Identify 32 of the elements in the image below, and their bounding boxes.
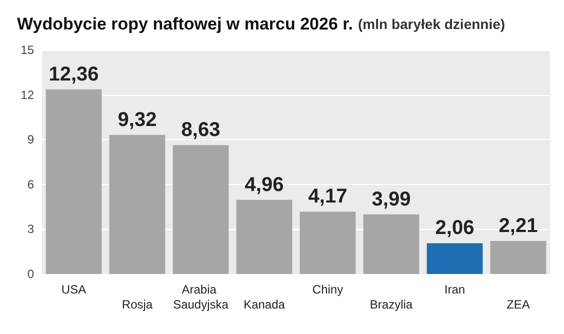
x-tick-label: Chiny — [312, 282, 344, 296]
bar — [426, 243, 483, 274]
data-label: 2,21 — [498, 214, 538, 237]
bar — [236, 200, 292, 274]
data-label: 8,63 — [181, 119, 220, 142]
chart-title: Wydobycie ropy naftowej w marcu 2026 r. — [17, 14, 354, 34]
x-tick-label: ZEA — [506, 298, 530, 312]
data-label: 2,06 — [435, 217, 474, 240]
y-tick-label: 3 — [27, 222, 34, 236]
bar — [300, 212, 356, 274]
data-label: 4,96 — [244, 174, 284, 196]
data-label: 3,99 — [372, 188, 411, 210]
data-label: 4,17 — [308, 186, 348, 208]
bar — [172, 145, 229, 274]
y-tick-label: 0 — [27, 267, 34, 281]
y-tick-label: 6 — [27, 177, 34, 192]
x-tick-label: USA — [61, 282, 86, 296]
data-label: 12,36 — [48, 63, 99, 86]
x-tick-label: Iran — [444, 282, 466, 296]
chart-subtitle: (mln baryłek dziennie) — [358, 16, 506, 32]
data-label: 9,32 — [118, 108, 157, 131]
x-tick-label: Brazylia — [370, 298, 413, 312]
bar — [46, 89, 102, 274]
y-tick-label: 12 — [20, 88, 34, 102]
x-tick-label: Rosja — [122, 298, 153, 312]
bar — [109, 134, 166, 274]
x-tick-label: Kanada — [244, 298, 286, 312]
x-tick-label: Arabia Saudyjska — [173, 282, 229, 312]
y-tick-label: 9 — [27, 132, 34, 147]
bar — [363, 214, 420, 274]
bar — [490, 240, 546, 274]
y-tick-label: 15 — [20, 43, 34, 57]
